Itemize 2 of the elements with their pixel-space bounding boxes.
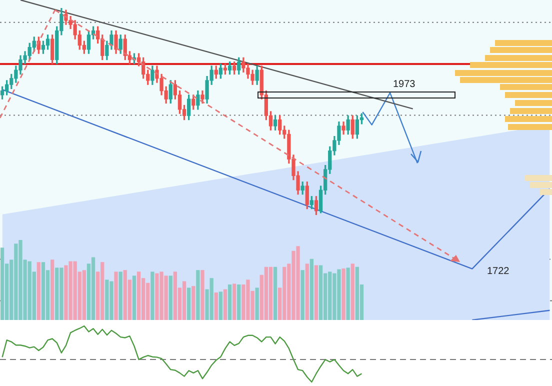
annotation: 1973 xyxy=(393,79,416,91)
annotation: 1722 xyxy=(487,266,510,278)
